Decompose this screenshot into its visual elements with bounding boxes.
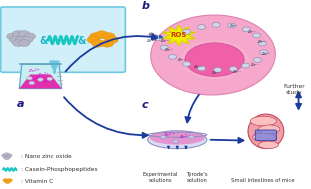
Circle shape xyxy=(214,67,222,72)
Circle shape xyxy=(197,25,206,29)
Circle shape xyxy=(183,29,191,34)
Ellipse shape xyxy=(185,43,244,76)
Text: a: a xyxy=(17,99,25,109)
Ellipse shape xyxy=(248,114,284,149)
Text: Further
study: Further study xyxy=(283,84,305,95)
Circle shape xyxy=(2,154,7,157)
Circle shape xyxy=(4,153,9,156)
Circle shape xyxy=(253,33,261,38)
Text: $Zn^{2+}$: $Zn^{2+}$ xyxy=(258,38,268,46)
Ellipse shape xyxy=(258,141,278,149)
Circle shape xyxy=(6,156,11,159)
Text: : Nano zinc oxide: : Nano zinc oxide xyxy=(21,154,72,159)
Text: $Zn^{2+}$: $Zn^{2+}$ xyxy=(28,66,41,76)
Ellipse shape xyxy=(151,15,275,95)
Ellipse shape xyxy=(148,131,207,149)
Circle shape xyxy=(229,67,237,71)
Circle shape xyxy=(47,77,53,81)
Circle shape xyxy=(197,66,206,71)
Circle shape xyxy=(12,31,24,37)
Text: $Zn^{2+}$: $Zn^{2+}$ xyxy=(164,47,175,54)
Text: Small intestines of mice: Small intestines of mice xyxy=(231,178,295,183)
Circle shape xyxy=(7,179,12,182)
Circle shape xyxy=(92,40,104,47)
Circle shape xyxy=(160,45,168,50)
Circle shape xyxy=(87,36,100,43)
Text: Experimental
solutions: Experimental solutions xyxy=(142,172,178,183)
Text: $Zn^{2+}$: $Zn^{2+}$ xyxy=(261,50,271,58)
Circle shape xyxy=(169,54,177,59)
Circle shape xyxy=(103,33,115,40)
Circle shape xyxy=(90,33,102,40)
Circle shape xyxy=(95,31,108,38)
Circle shape xyxy=(228,23,236,28)
Circle shape xyxy=(3,156,8,159)
Text: b: b xyxy=(142,2,150,11)
Circle shape xyxy=(19,31,30,37)
Circle shape xyxy=(38,78,43,81)
Text: &: & xyxy=(39,36,48,46)
Circle shape xyxy=(101,40,114,47)
Circle shape xyxy=(253,58,262,62)
Circle shape xyxy=(188,135,194,139)
Ellipse shape xyxy=(253,133,276,142)
Text: : Vitamin C: : Vitamin C xyxy=(21,179,53,184)
Circle shape xyxy=(5,180,10,184)
Circle shape xyxy=(173,140,179,143)
Circle shape xyxy=(183,62,191,66)
Circle shape xyxy=(3,179,8,182)
Text: $Zn^{2+}$: $Zn^{2+}$ xyxy=(247,29,258,36)
Circle shape xyxy=(12,40,24,46)
Circle shape xyxy=(24,33,35,40)
Circle shape xyxy=(242,63,250,68)
Circle shape xyxy=(153,35,158,38)
Text: $Zn^{2+}$: $Zn^{2+}$ xyxy=(37,71,50,80)
Circle shape xyxy=(160,135,166,139)
Ellipse shape xyxy=(258,125,280,134)
Circle shape xyxy=(149,33,154,36)
Circle shape xyxy=(27,77,32,80)
Text: $Zn^{2+}$: $Zn^{2+}$ xyxy=(29,75,42,84)
Text: $Zn^{2+}$: $Zn^{2+}$ xyxy=(160,37,171,45)
FancyBboxPatch shape xyxy=(255,130,276,140)
Circle shape xyxy=(258,41,266,46)
Circle shape xyxy=(29,81,35,85)
Text: $Zn^{2+}$: $Zn^{2+}$ xyxy=(250,61,260,69)
FancyBboxPatch shape xyxy=(1,7,125,72)
Text: ROS: ROS xyxy=(171,33,187,39)
Circle shape xyxy=(212,22,220,27)
Polygon shape xyxy=(163,25,195,46)
Circle shape xyxy=(7,33,18,40)
Text: $Zn^{2+}$: $Zn^{2+}$ xyxy=(230,23,240,30)
Text: $Zn^{2+}$: $Zn^{2+}$ xyxy=(211,70,221,77)
Polygon shape xyxy=(19,74,62,88)
Circle shape xyxy=(22,36,33,43)
Ellipse shape xyxy=(250,116,276,126)
Circle shape xyxy=(19,40,30,46)
Circle shape xyxy=(7,154,12,157)
Text: $Zn^{2+}$: $Zn^{2+}$ xyxy=(177,56,187,64)
Text: &: & xyxy=(77,36,86,46)
Text: : Casein-Phosphopeptides: : Casein-Phosphopeptides xyxy=(21,167,98,172)
Polygon shape xyxy=(19,64,62,88)
Circle shape xyxy=(260,50,268,55)
Text: $Zn^{2+}$: $Zn^{2+}$ xyxy=(232,69,242,76)
Circle shape xyxy=(152,37,156,40)
Text: $Zn^{2+}$: $Zn^{2+}$ xyxy=(146,37,158,46)
Text: $Zn^{2+}$: $Zn^{2+}$ xyxy=(179,132,191,142)
Text: $Zn^{2+}$: $Zn^{2+}$ xyxy=(42,77,55,86)
Ellipse shape xyxy=(181,40,248,79)
Circle shape xyxy=(16,36,27,43)
Text: $Zn^{2+}$: $Zn^{2+}$ xyxy=(163,131,176,140)
Text: Tyrode's
solution: Tyrode's solution xyxy=(187,172,208,183)
Text: $Zn^{2+}$: $Zn^{2+}$ xyxy=(193,64,204,71)
Text: c: c xyxy=(142,100,148,110)
Ellipse shape xyxy=(150,131,205,145)
Circle shape xyxy=(4,157,9,160)
Circle shape xyxy=(242,27,250,32)
Circle shape xyxy=(106,36,118,43)
Circle shape xyxy=(155,36,163,41)
Circle shape xyxy=(9,36,21,43)
